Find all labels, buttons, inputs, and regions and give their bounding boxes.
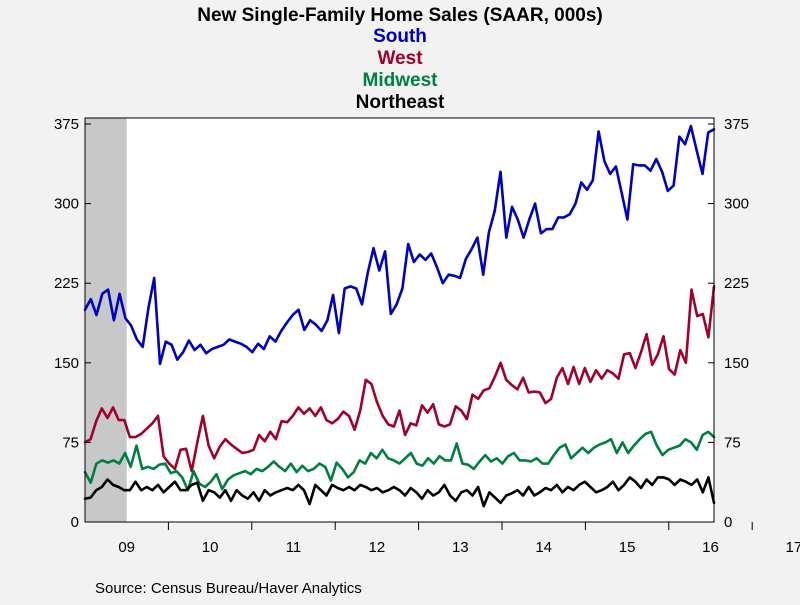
x-tick-label: 16: [702, 539, 719, 556]
x-axis: 09 10 11 12 13 14 15 16 17: [118, 522, 800, 556]
x-tick-label: 10: [202, 539, 219, 556]
y-tick-label-right: 150: [724, 355, 749, 372]
x-tick-label: 11: [286, 539, 302, 556]
series-line-midwest: [83, 430, 716, 492]
x-tick-label: 15: [619, 539, 636, 556]
y-tick-label-right: 75: [724, 434, 741, 451]
series-line-west: [83, 285, 716, 473]
legend-entry-west: West: [377, 48, 423, 69]
plot-frame: [84, 117, 715, 523]
y-tick-label-left: 225: [54, 275, 79, 292]
y-tick-label-right: 225: [724, 275, 749, 292]
y-tick-label-right: 0: [724, 514, 732, 531]
legend-entry-midwest: Midwest: [363, 70, 439, 91]
y-tick-label-right: 300: [724, 196, 749, 213]
x-tick-label: 17: [786, 539, 800, 556]
x-tick-label: 13: [452, 539, 469, 556]
y-tick-label-left: 300: [54, 196, 79, 213]
legend-entry-northeast: Northeast: [356, 92, 445, 113]
y-tick-label-left: 150: [54, 355, 79, 372]
legend-entry-south: South: [373, 26, 427, 47]
y-tick-label-left: 0: [71, 514, 79, 531]
series-layer: [83, 124, 716, 508]
y-tick-label-left: 75: [62, 434, 79, 451]
plot-area: [85, 118, 714, 522]
source-note: Source: Census Bureau/Haver Analytics: [95, 580, 362, 597]
series-line-south: [83, 124, 716, 366]
y-tick-label-left: 375: [54, 116, 79, 133]
x-tick-label: 14: [535, 539, 552, 556]
recession-shade: [85, 118, 127, 522]
y-axis: 0 0 75 75 150 150 225 225 300 300 375 375: [54, 116, 749, 531]
x-tick-label: 12: [369, 539, 386, 556]
y-tick-label-right: 375: [724, 116, 749, 133]
x-tick-label: 09: [118, 539, 135, 556]
chart-title: New Single-Family Home Sales (SAAR, 000s…: [197, 5, 602, 26]
series-line-northeast: [83, 476, 716, 508]
